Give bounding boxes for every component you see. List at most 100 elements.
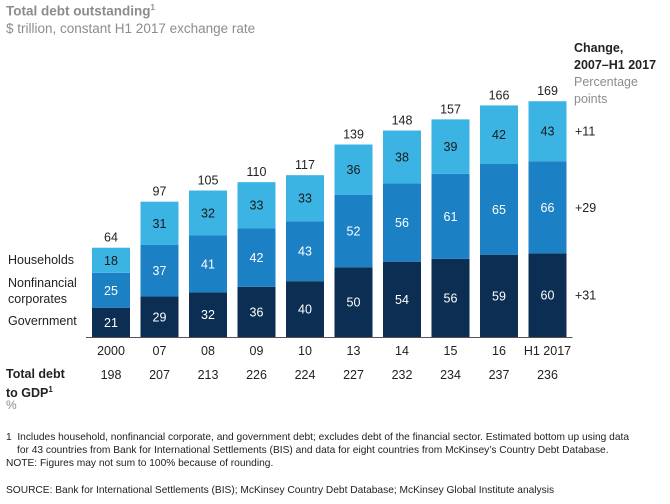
total-label: 157 [440,102,461,116]
bar-government [528,253,567,337]
data-label-households: 32 [201,206,215,220]
x-tick-label: 16 [492,344,506,358]
chart-title: Total debt outstanding1 [6,3,155,19]
data-label-households: 36 [347,163,361,177]
data-label-nonfinancial-corporates: 65 [492,203,506,217]
bar-nonfinancial-corporates [528,161,567,254]
x-tick-label: 08 [201,344,215,358]
data-label-government: 50 [347,296,361,310]
data-label-households: 39 [444,140,458,154]
x-tick-label: H1 2017 [524,344,571,358]
bar-households [431,119,470,174]
data-label-households: 38 [395,151,409,165]
data-label-households: 43 [541,125,555,139]
footnote-1: 1 Includes household, nonfinancial corpo… [6,432,629,469]
data-label-nonfinancial-corporates: 52 [347,224,361,238]
bar-government [140,296,179,337]
data-label-households: 33 [250,199,264,213]
data-label-government: 59 [492,289,506,303]
bar-households [528,101,567,162]
x-tick-label: 09 [250,344,264,358]
total-label: 148 [392,114,413,128]
debt-to-gdp-label: Total debt to GDP1 [6,367,65,401]
legend-nonfinancial-corporates: Nonfinancial corporates [8,276,77,306]
total-label: 97 [153,185,167,199]
x-tick-label: 13 [347,344,361,358]
debt-to-gdp-value: 207 [149,368,170,382]
legend-government: Government [8,314,77,328]
bar-nonfinancial-corporates [334,194,373,268]
data-label-government: 29 [153,310,167,324]
stacked-bar-chart: 21 25 18 64 2000 198 29 37 31 97 07 207 32 41 32 105 08 2… [86,84,596,382]
bar-households [189,190,227,236]
debt-to-gdp-value: 236 [537,368,558,382]
data-label-government: 54 [395,293,409,307]
debt-to-gdp-unit: % [6,398,17,412]
bar-nonfinancial-corporates [286,221,324,282]
bar-nonfinancial-corporates [383,183,421,262]
bar-nonfinancial-corporates [237,228,276,287]
debt-to-gdp-value: 213 [198,368,219,382]
source-note: SOURCE: Bank for International Settlemen… [6,485,555,496]
data-label-households: 33 [298,192,312,206]
data-label-nonfinancial-corporates: 43 [298,245,312,259]
change-column-unit: Percentage points [574,75,638,106]
debt-to-gdp-value: 227 [343,368,364,382]
x-tick-label: 07 [153,344,167,358]
bar-households [480,105,518,165]
bar-nonfinancial-corporates [92,272,130,308]
total-label: 64 [104,231,118,245]
footnote-note: NOTE: Figures may not sum to 100% becaus… [6,458,274,469]
change-value-government: +31 [575,289,596,303]
data-label-nonfinancial-corporates: 56 [395,216,409,230]
change-value-nonfinancial-corporates: +29 [575,201,596,215]
data-label-government: 40 [298,303,312,317]
bar-nonfinancial-corporates [140,244,179,297]
bar-households [92,247,130,273]
data-label-households: 42 [492,128,506,142]
data-label-government: 21 [104,316,118,330]
change-value-households: +11 [575,125,595,139]
total-label: 117 [295,158,315,172]
chart-subtitle: $ trillion, constant H1 2017 exchange ra… [6,21,256,36]
bar-government [92,307,130,337]
data-label-nonfinancial-corporates: 42 [250,251,264,265]
x-tick-label: 15 [444,344,458,358]
total-label: 139 [343,127,364,141]
data-label-government: 60 [541,289,555,303]
data-label-government: 36 [250,305,264,319]
bar-households [334,144,373,195]
debt-to-gdp-value: 224 [295,368,316,382]
total-label: 105 [198,174,219,188]
x-tick-label: 2000 [97,344,125,358]
bar-households [237,182,276,229]
data-label-government: 56 [444,291,458,305]
legend-households: Households [8,253,75,267]
x-tick-label: 10 [298,344,312,358]
data-label-nonfinancial-corporates: 37 [153,264,167,278]
bar-government [480,254,518,337]
bar-government [383,261,421,337]
bar-government [334,267,373,337]
bar-government [431,258,470,337]
data-label-households: 18 [104,254,118,268]
bar-nonfinancial-corporates [480,164,518,255]
bar-government [189,292,227,337]
data-label-nonfinancial-corporates: 61 [444,210,458,224]
data-label-nonfinancial-corporates: 25 [104,284,118,298]
debt-to-gdp-value: 234 [440,368,461,382]
x-tick-label: 14 [395,344,409,358]
debt-to-gdp-value: 232 [392,368,413,382]
bar-nonfinancial-corporates [431,173,470,259]
total-label: 169 [537,84,558,98]
bar-households [140,201,179,245]
debt-to-gdp-value: 198 [101,368,122,382]
debt-to-gdp-value: 226 [246,368,267,382]
bar-government [237,286,276,337]
data-label-households: 31 [153,217,167,231]
bar-households [286,175,324,222]
debt-to-gdp-value: 237 [489,368,510,382]
total-label: 166 [489,88,510,102]
bar-government [286,281,324,337]
change-column-title: Change, 2007–H1 2017 [574,41,657,72]
